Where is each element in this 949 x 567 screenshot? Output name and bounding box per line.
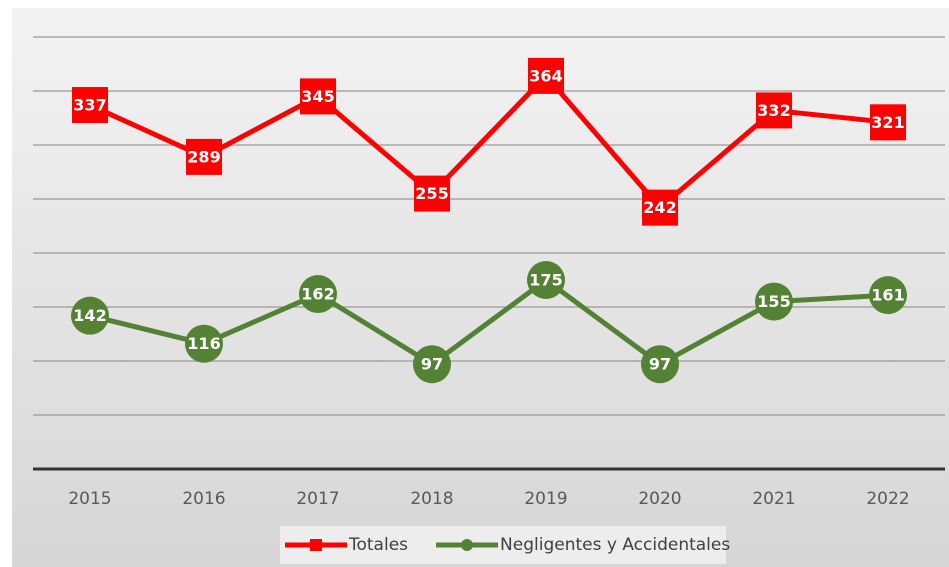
- marker: [528, 57, 564, 94]
- legend-marker: [310, 539, 322, 551]
- x-tick-label: 2020: [638, 489, 681, 509]
- series-line: [88, 73, 889, 211]
- legend-label: Totales: [348, 535, 408, 555]
- x-tick-label: 2021: [752, 489, 795, 509]
- marker: [71, 296, 109, 335]
- marker: [642, 189, 678, 226]
- marker: [869, 276, 907, 315]
- series-line: [89, 277, 889, 367]
- x-tick-label: 2019: [524, 489, 567, 509]
- marker: [527, 261, 565, 299]
- data-label: 142: [73, 306, 106, 325]
- marker: [299, 275, 337, 314]
- marker: [186, 138, 222, 175]
- marker: [756, 92, 792, 129]
- data-label: 345: [301, 87, 334, 106]
- x-tick-label: 2015: [68, 489, 111, 509]
- data-label: 255: [415, 184, 448, 203]
- data-label: 97: [421, 355, 443, 374]
- marker: [870, 104, 906, 141]
- plot-background: [12, 8, 949, 567]
- data-label: 161: [871, 286, 904, 305]
- x-tick-label: 2022: [866, 489, 909, 509]
- x-tick-label: 2017: [296, 489, 339, 509]
- data-label: 337: [73, 96, 106, 115]
- marker: [72, 87, 108, 124]
- marker: [185, 324, 223, 363]
- marker: [641, 345, 679, 384]
- marker: [414, 175, 450, 212]
- legend-label: Negligentes y Accidentales: [500, 535, 730, 555]
- data-label: 364: [529, 66, 562, 85]
- marker: [413, 345, 451, 384]
- marker: [300, 78, 336, 115]
- x-tick-label: 2016: [182, 489, 225, 509]
- data-label: 289: [187, 147, 220, 166]
- data-label: 155: [757, 292, 790, 311]
- data-label: 321: [871, 113, 904, 132]
- data-label: 116: [187, 334, 220, 353]
- data-label: 242: [643, 198, 676, 217]
- x-tick-label: 2018: [410, 489, 453, 509]
- marker: [755, 282, 793, 321]
- data-label: 162: [301, 285, 334, 304]
- data-label: 332: [757, 101, 790, 120]
- legend-marker: [461, 539, 474, 551]
- data-label: 97: [649, 355, 671, 374]
- legend-box: [280, 526, 726, 564]
- data-label: 175: [529, 271, 562, 290]
